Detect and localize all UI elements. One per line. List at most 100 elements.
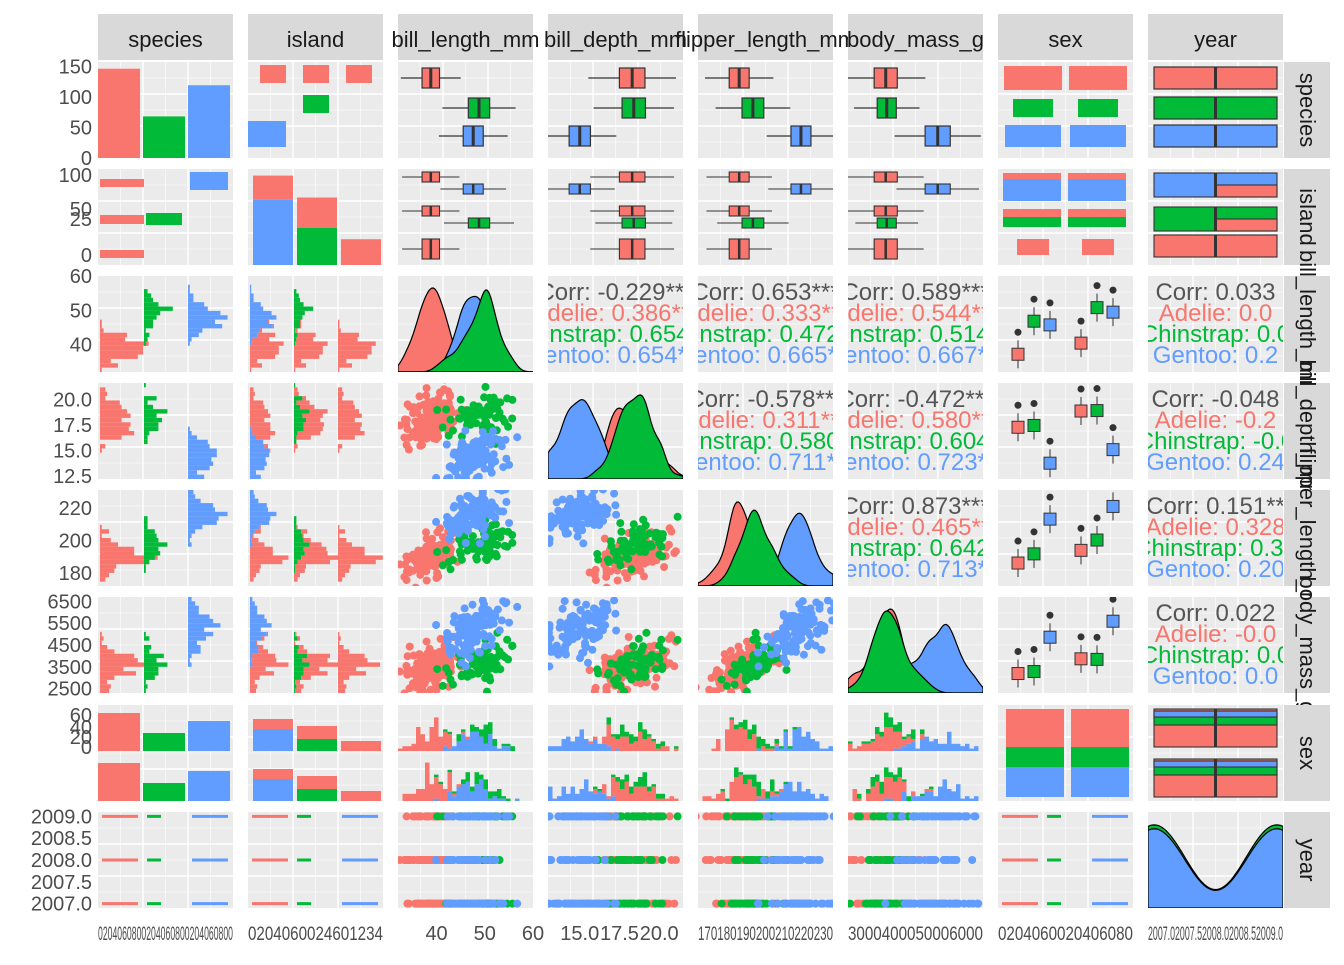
scatter-point — [596, 900, 604, 908]
hist-bar — [643, 739, 648, 751]
hist-bar — [907, 737, 912, 744]
hist-bar — [466, 772, 471, 782]
hist-bar — [889, 772, 894, 777]
hist-bar — [338, 337, 358, 341]
hist-bar — [824, 749, 829, 751]
scatter-point — [488, 460, 496, 468]
hist-bar — [548, 746, 553, 751]
hist-bar — [256, 641, 257, 645]
hist-bar — [250, 606, 257, 610]
hist-bar — [338, 444, 342, 448]
hist-bar — [188, 427, 190, 431]
scatter-point — [589, 513, 597, 521]
hist-bar — [144, 671, 158, 675]
hist-bar — [866, 741, 871, 743]
hist-bar — [770, 746, 775, 748]
scatter-point — [469, 496, 477, 504]
scatter-point — [457, 396, 465, 404]
scatter-point — [753, 635, 761, 643]
hist-bar — [757, 796, 762, 798]
scatter-point — [508, 642, 516, 650]
scatter-point — [425, 425, 433, 433]
hist-bar — [589, 791, 594, 801]
hist-bar — [403, 746, 408, 751]
scatter-point — [447, 565, 455, 573]
hist-bar — [144, 320, 153, 324]
hist-bar — [338, 448, 339, 452]
scatter-point — [614, 674, 622, 682]
scatter-point — [674, 812, 682, 820]
scatter-point — [582, 601, 590, 609]
scatter-point — [616, 561, 624, 569]
tile-island-species — [346, 65, 372, 83]
hist-bar — [970, 799, 975, 801]
hist-bar — [188, 475, 204, 479]
hist-bar — [779, 791, 784, 801]
scatter-point — [513, 482, 521, 490]
box-sex — [1028, 548, 1040, 560]
hist-bar — [493, 791, 498, 796]
hist-bar — [295, 689, 301, 693]
scatter-point — [565, 900, 573, 908]
hist-bar — [775, 744, 780, 746]
scatter-point — [805, 629, 813, 637]
hist-bar — [250, 507, 268, 511]
scatter-point — [478, 451, 486, 459]
hist-bar — [625, 732, 630, 737]
hist-bar — [598, 791, 603, 801]
hist-bar — [338, 632, 339, 636]
scatter-point — [582, 632, 590, 640]
scatter-point — [465, 448, 473, 456]
hist-bar — [144, 636, 149, 640]
hist-bar — [853, 749, 858, 751]
hist-bar — [294, 355, 319, 359]
scatter-point — [783, 666, 791, 674]
hist-bar — [100, 636, 104, 640]
hist-bar — [100, 387, 105, 391]
hist-bar — [488, 734, 493, 751]
hist-bar — [634, 787, 639, 801]
hist-bar — [416, 789, 421, 801]
scatter-point — [469, 632, 477, 640]
hist-bar — [250, 521, 269, 525]
hist-bar — [144, 547, 158, 551]
hist-bar — [947, 789, 952, 801]
hist-bar — [294, 289, 296, 293]
hist-bar — [820, 749, 825, 751]
hist-bar — [616, 734, 621, 739]
scatter-point — [707, 856, 715, 864]
hist-bar — [250, 542, 252, 546]
hist-bar — [302, 414, 322, 418]
scatter-point — [457, 551, 465, 559]
bar-island-species — [190, 172, 228, 190]
scatter-point — [482, 418, 490, 426]
scatter-point — [423, 577, 431, 585]
scatter-point — [561, 526, 569, 534]
hist-bar — [250, 418, 264, 422]
hist-bar — [766, 799, 771, 801]
outlier — [1094, 634, 1101, 641]
hist-bar — [965, 744, 970, 751]
box-sex — [1107, 615, 1119, 627]
hist-bar — [511, 746, 516, 751]
scatter-point — [800, 651, 808, 659]
hist-bar — [294, 337, 296, 341]
scatter-point — [593, 665, 601, 673]
hist-bar — [734, 729, 739, 751]
hist-bar — [611, 737, 616, 751]
hist-bar — [250, 662, 252, 666]
scatter-point — [443, 441, 451, 449]
hist-bar — [188, 529, 195, 533]
scatter-point — [592, 856, 600, 864]
hist-bar — [421, 734, 426, 751]
scatter-point — [616, 519, 624, 527]
hist-bar — [250, 534, 252, 538]
scatter-point — [513, 603, 521, 611]
scatter-point — [550, 900, 558, 908]
hist-bar — [188, 320, 215, 324]
hist-bar — [665, 746, 670, 751]
hist-bar — [294, 435, 296, 439]
hist-bar — [665, 799, 670, 801]
box-sex — [1028, 666, 1040, 678]
hist-bar — [761, 789, 766, 799]
